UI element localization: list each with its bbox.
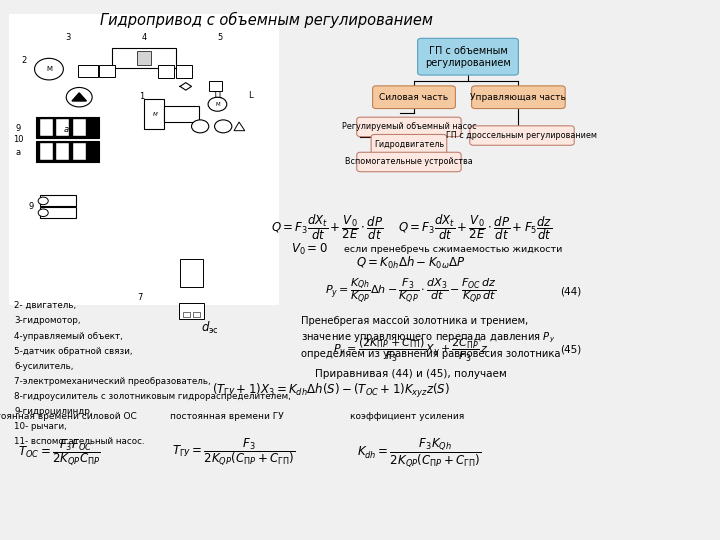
Text: Приравнивая (44) и (45), получаем: Приравнивая (44) и (45), получаем xyxy=(315,369,506,379)
Text: Пренебрегая массой золотника и трением,
значение управляющего перепада давления : Пренебрегая массой золотника и трением, … xyxy=(301,316,560,359)
FancyBboxPatch shape xyxy=(373,86,455,109)
Text: 9: 9 xyxy=(28,202,34,211)
Text: M: M xyxy=(46,66,52,72)
Text: 11- вспомогательный насос.: 11- вспомогательный насос. xyxy=(14,437,145,447)
Text: если пренебречь сжимаемостью жидкости: если пренебречь сжимаемостью жидкости xyxy=(344,245,562,254)
Text: 10- рычаги,: 10- рычаги, xyxy=(14,422,67,431)
Bar xyxy=(73,119,86,136)
FancyBboxPatch shape xyxy=(469,126,575,145)
Bar xyxy=(99,65,115,77)
Bar xyxy=(112,48,176,68)
Text: 9-гидроцилиндр,: 9-гидроцилиндр, xyxy=(14,407,93,416)
FancyBboxPatch shape xyxy=(418,38,518,75)
Text: $P_y = \dfrac{(2K_{\Pi P} + C_{\Gamma\Pi})}{F_3} X_{\gamma} + \dfrac{2C_{\Pi P}}: $P_y = \dfrac{(2K_{\Pi P} + C_{\Gamma\Pi… xyxy=(333,336,488,363)
Polygon shape xyxy=(234,122,245,131)
Bar xyxy=(144,99,164,129)
Text: Регулируемый объемный насос: Регулируемый объемный насос xyxy=(342,123,476,131)
Bar xyxy=(180,259,203,287)
Text: 10: 10 xyxy=(13,135,23,144)
Bar xyxy=(36,117,99,138)
Text: ГП с объемным
регулированием: ГП с объемным регулированием xyxy=(425,46,511,68)
Text: a: a xyxy=(15,148,21,157)
Circle shape xyxy=(192,120,209,133)
Text: 5-датчик обратной связи,: 5-датчик обратной связи, xyxy=(14,347,133,356)
Circle shape xyxy=(208,97,227,111)
Text: 3: 3 xyxy=(66,33,71,42)
Text: коэффициент усиления: коэффициент усиления xyxy=(350,413,464,421)
Text: постоянная времени ГУ: постоянная времени ГУ xyxy=(170,413,284,421)
Text: Вспомогательные устройства: Вспомогательные устройства xyxy=(345,158,473,166)
Bar xyxy=(36,141,99,162)
Bar xyxy=(40,207,76,218)
Text: $d_{\mathsf{эс}}$: $d_{\mathsf{эс}}$ xyxy=(201,320,220,336)
Bar xyxy=(56,119,69,136)
Text: ГП с дроссельным регулированием: ГП с дроссельным регулированием xyxy=(446,131,598,140)
Text: 2- двигатель,: 2- двигатель, xyxy=(14,301,76,310)
Text: Гидродвигатель: Гидродвигатель xyxy=(374,140,444,149)
Text: 4: 4 xyxy=(141,33,147,42)
Text: Гидропривод с объемным регулированием: Гидропривод с объемным регулированием xyxy=(100,12,433,28)
FancyBboxPatch shape xyxy=(372,134,446,154)
Text: $(T_{\Gamma У}+1)X_3 = K_{dh}\Delta h(S) - (T_{OC}+1)K_{xyz}z(S)$: $(T_{\Gamma У}+1)X_3 = K_{dh}\Delta h(S)… xyxy=(212,382,450,401)
Bar xyxy=(56,143,69,160)
Bar xyxy=(179,303,204,319)
Bar xyxy=(40,119,53,136)
Text: $P_y = \dfrac{K_{Qh}}{K_{QP}}\Delta h - \dfrac{F_3}{K_{QP}} \cdot \dfrac{dX_3}{d: $P_y = \dfrac{K_{Qh}}{K_{QP}}\Delta h - … xyxy=(325,277,496,306)
Circle shape xyxy=(215,120,232,133)
Circle shape xyxy=(38,209,48,217)
Text: 7: 7 xyxy=(138,293,143,301)
Text: L: L xyxy=(248,91,253,99)
Bar xyxy=(73,143,86,160)
Text: Силовая часть: Силовая часть xyxy=(379,93,449,102)
Text: $T_{\Gamma У} = \dfrac{F_3}{2K_{QP}(C_{\Pi P}+C_{\Gamma\Pi})}$: $T_{\Gamma У} = \dfrac{F_3}{2K_{QP}(C_{\… xyxy=(172,437,296,468)
Text: M: M xyxy=(215,102,220,107)
Text: a: a xyxy=(63,125,69,134)
Circle shape xyxy=(38,197,48,205)
Bar xyxy=(9,14,279,305)
Text: (44): (44) xyxy=(560,287,582,296)
Text: 7-электромеханический преобразователь,: 7-электромеханический преобразователь, xyxy=(14,377,211,386)
Polygon shape xyxy=(72,93,86,101)
Text: 1: 1 xyxy=(139,92,145,100)
Bar xyxy=(164,106,199,122)
Bar xyxy=(193,312,200,317)
Bar xyxy=(40,143,53,160)
FancyBboxPatch shape xyxy=(356,117,461,137)
Bar xyxy=(176,65,192,78)
Text: 5: 5 xyxy=(217,33,222,42)
Text: $Q = K_{0h}\Delta h - K_{0\omega}\Delta P$: $Q = K_{0h}\Delta h - K_{0\omega}\Delta … xyxy=(356,255,465,271)
Text: $Q = F_3 \dfrac{dX_t}{dt} + \dfrac{V_0}{2E} \cdot \dfrac{dP}{dt}$: $Q = F_3 \dfrac{dX_t}{dt} + \dfrac{V_0}{… xyxy=(271,212,384,242)
Bar xyxy=(158,65,174,78)
Text: (45): (45) xyxy=(560,345,582,355)
Text: Управляющая часть: Управляющая часть xyxy=(470,93,567,102)
Bar xyxy=(78,65,98,77)
Text: 2: 2 xyxy=(21,56,27,65)
Circle shape xyxy=(35,58,63,80)
Circle shape xyxy=(66,87,92,107)
Text: 9: 9 xyxy=(15,124,21,133)
Text: 4-управляемый объект,: 4-управляемый объект, xyxy=(14,332,123,341)
Text: постоянная времени силовой ОС: постоянная времени силовой ОС xyxy=(0,413,137,421)
Bar xyxy=(209,81,222,91)
Text: $T_{OC} = \dfrac{F_3 F_{OC}}{2K_{QP}C_{\Pi P}}$: $T_{OC} = \dfrac{F_3 F_{OC}}{2K_{QP}C_{\… xyxy=(17,437,101,468)
Text: 3-гидромотор,: 3-гидромотор, xyxy=(14,316,81,326)
Bar xyxy=(18,22,269,294)
Text: 8-гидроусилитель с золотниковым гидрораспределителем,: 8-гидроусилитель с золотниковым гидрорас… xyxy=(14,392,291,401)
Text: $Q = F_3 \dfrac{dX_t}{dt} + \dfrac{V_0}{2E} \cdot \dfrac{dP}{dt} + F_5 \dfrac{dz: $Q = F_3 \dfrac{dX_t}{dt} + \dfrac{V_0}{… xyxy=(398,212,552,242)
Text: 11: 11 xyxy=(212,91,222,99)
Bar xyxy=(137,51,151,65)
FancyBboxPatch shape xyxy=(356,152,461,172)
Text: 6-усилитель,: 6-усилитель, xyxy=(14,362,73,371)
FancyBboxPatch shape xyxy=(472,86,565,109)
Bar xyxy=(40,195,76,206)
Text: M: M xyxy=(153,112,157,117)
Text: $K_{dh} = \dfrac{F_3 K_{Qh}}{2K_{QP}(C_{\Pi P}+C_{\Gamma\Pi})}$: $K_{dh} = \dfrac{F_3 K_{Qh}}{2K_{QP}(C_{… xyxy=(357,436,481,469)
Text: $V_0 = 0$: $V_0 = 0$ xyxy=(292,242,328,257)
Bar xyxy=(183,312,190,317)
